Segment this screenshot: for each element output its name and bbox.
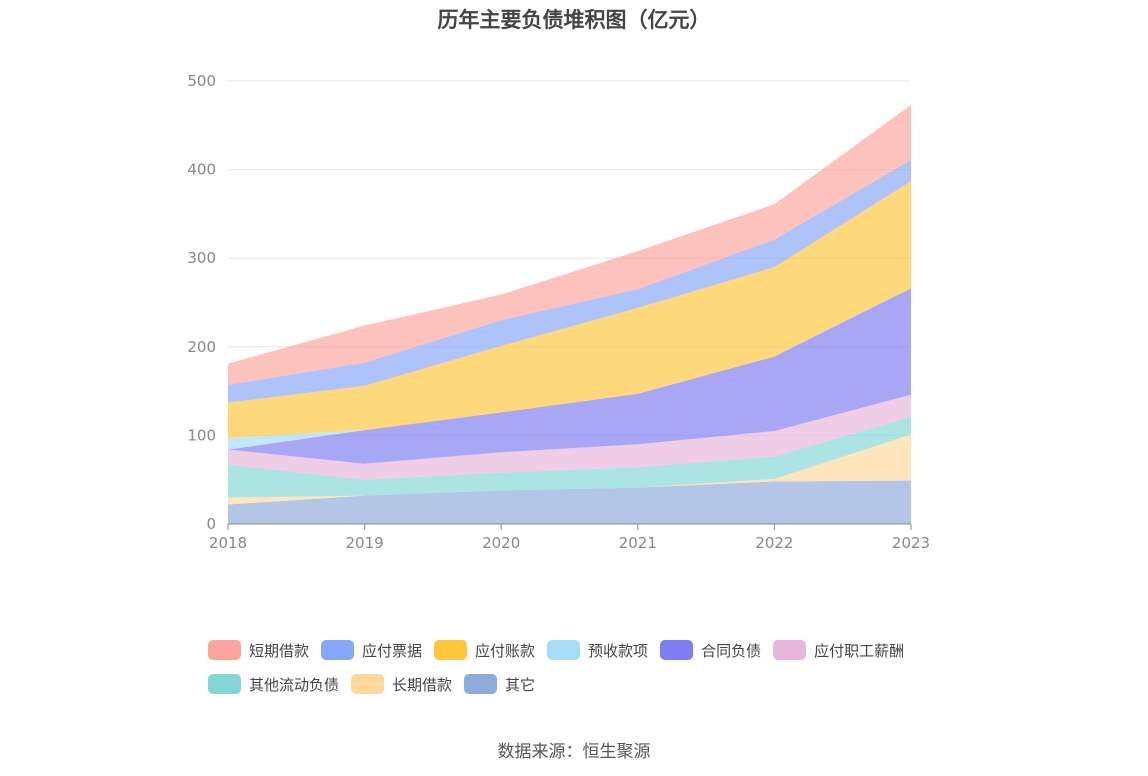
legend-item[interactable]: 应付票据 xyxy=(321,638,422,662)
legend-label: 应付票据 xyxy=(362,641,423,660)
legend-item[interactable]: 预收款项 xyxy=(547,638,648,662)
x-tick-label: 2019 xyxy=(346,534,384,552)
legend-swatch xyxy=(547,640,581,660)
area-应付票据 xyxy=(228,159,911,403)
legend-item[interactable]: 应付账款 xyxy=(434,638,535,662)
legend-label: 其他流动负债 xyxy=(249,675,340,694)
legend-swatch xyxy=(773,640,807,660)
area-应付账款 xyxy=(228,181,911,439)
legend-item[interactable]: 应付职工薪酬 xyxy=(773,638,904,662)
legend-swatch xyxy=(464,674,498,694)
x-tick-label: 2018 xyxy=(209,534,247,552)
legend-label: 长期借款 xyxy=(392,675,453,694)
area-短期借款 xyxy=(228,104,911,385)
area-长期借款 xyxy=(228,434,911,505)
area-series xyxy=(228,104,911,524)
legend-swatch xyxy=(434,640,468,660)
legend-item[interactable]: 短期借款 xyxy=(208,638,309,662)
area-其它 xyxy=(228,480,911,524)
legend-item[interactable]: 长期借款 xyxy=(351,672,452,696)
legend-item[interactable]: 合同负债 xyxy=(660,638,761,662)
x-tick-label: 2021 xyxy=(619,534,657,552)
legend-label: 合同负债 xyxy=(701,641,762,660)
x-tick-label: 2022 xyxy=(755,534,793,552)
y-tick-label: 400 xyxy=(187,161,216,179)
legend-swatch xyxy=(351,674,385,694)
area-合同负债 xyxy=(228,288,911,464)
chart-title: 历年主要负债堆积图（亿元） xyxy=(437,8,711,32)
area-应付职工薪酬 xyxy=(228,394,911,480)
legend-label: 应付职工薪酬 xyxy=(814,641,905,660)
legend-item[interactable]: 其他流动负债 xyxy=(208,672,339,696)
y-tick-label: 200 xyxy=(187,338,216,356)
legend-swatch xyxy=(208,674,241,694)
area-其他流动负债 xyxy=(228,416,911,498)
legend-item[interactable]: 其它 xyxy=(464,672,535,696)
x-tick-label: 2023 xyxy=(892,534,930,552)
legend-label: 预收款项 xyxy=(588,641,649,660)
legend-label: 其它 xyxy=(505,675,536,694)
x-axis-ticks: 2018 2019 2020 2021 2022 2023 xyxy=(209,524,930,552)
y-tick-label: 0 xyxy=(206,515,216,533)
legend-swatch xyxy=(321,640,355,660)
y-tick-label: 500 xyxy=(187,72,216,90)
legend: 短期借款 应付票据 应付账款 预收款项 合同负债 应付职工薪酬其他流动负债 长期借款 其它 xyxy=(208,638,968,706)
y-axis-ticks: 0 100 200 300 400 500 xyxy=(187,72,216,533)
legend-label: 应付账款 xyxy=(475,641,536,660)
x-tick-label: 2020 xyxy=(482,534,520,552)
data-source: 数据来源：恒生聚源 xyxy=(497,742,651,762)
stacked-area-chart: 0 100 200 300 400 500 2018 2019 2020 2021 2022 202… xyxy=(187,72,930,552)
legend-label: 短期借款 xyxy=(249,641,310,660)
legend-swatch xyxy=(660,640,694,660)
y-tick-label: 100 xyxy=(187,426,216,444)
legend-swatch xyxy=(208,640,241,660)
y-tick-label: 300 xyxy=(187,249,216,267)
